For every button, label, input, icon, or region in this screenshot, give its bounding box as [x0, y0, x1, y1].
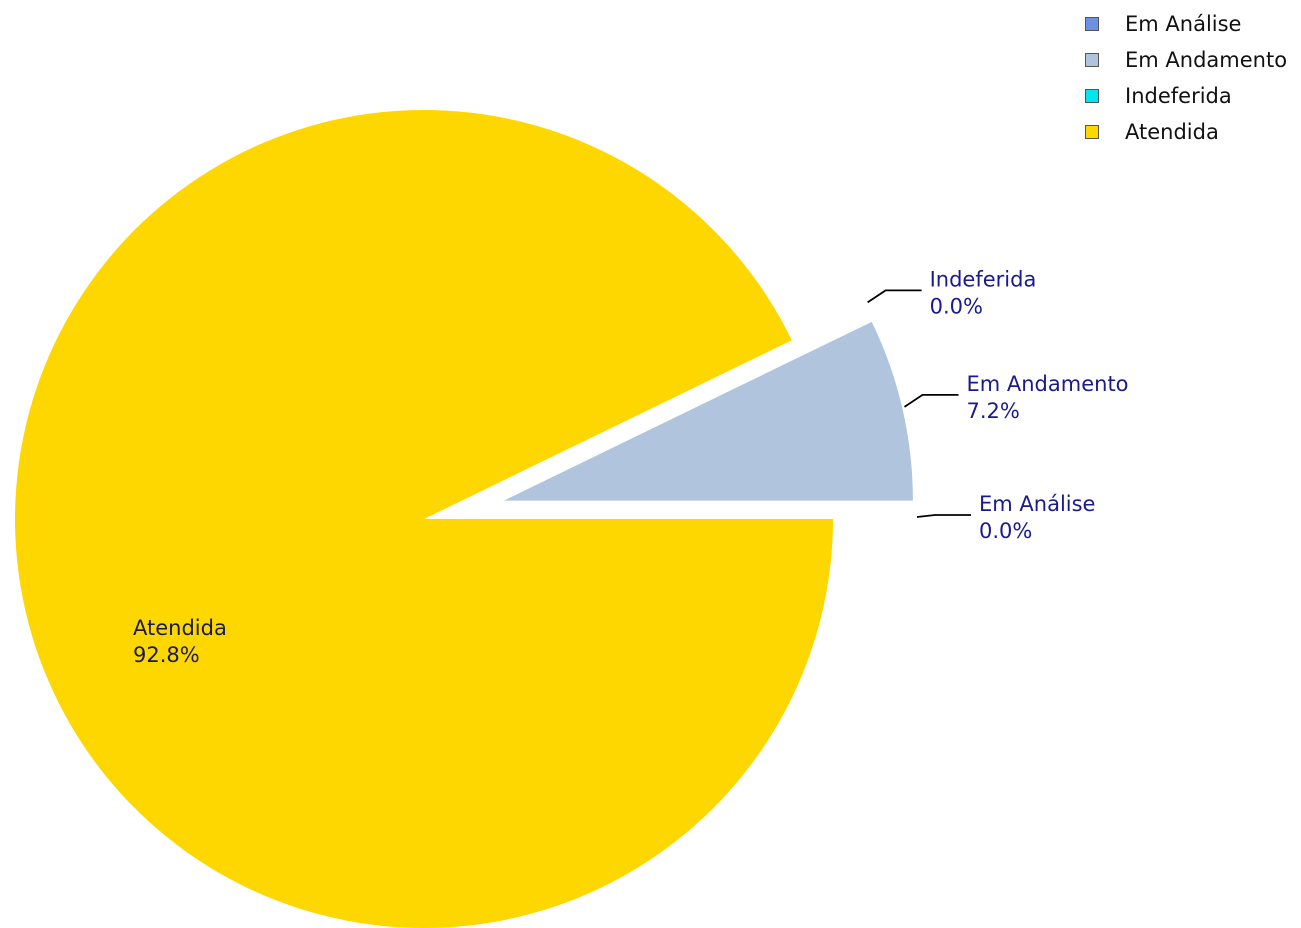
slice-label-value-indeferida: 0.0%: [930, 294, 983, 318]
legend-label-atendida: Atendida: [1125, 120, 1219, 144]
legend-swatch-indeferida: [1085, 89, 1099, 103]
slice-label-name-em-analise: Em Análise: [979, 492, 1095, 516]
legend-label-em-andamento: Em Andamento: [1125, 48, 1288, 72]
callout-line-em-analise: [916, 514, 971, 518]
legend: Em Análise Em Andamento Indeferida Atend…: [1085, 6, 1287, 150]
callout-line-em-andamento: [903, 393, 959, 408]
legend-item-indeferida: Indeferida: [1085, 78, 1287, 114]
slice-label-value-em-analise: 0.0%: [979, 519, 1032, 543]
slice-label-name-atendida: Atendida: [133, 616, 227, 640]
legend-swatch-em-andamento: [1085, 53, 1099, 67]
callout-line-indeferida: [867, 289, 922, 304]
legend-item-em-analise: Em Análise: [1085, 6, 1287, 42]
legend-label-indeferida: Indeferida: [1125, 84, 1232, 108]
legend-item-em-andamento: Em Andamento: [1085, 42, 1287, 78]
legend-label-em-analise: Em Análise: [1125, 12, 1242, 36]
slice-label-name-em-andamento: Em Andamento: [966, 372, 1128, 396]
slice-label-value-atendida: 92.8%: [133, 643, 200, 667]
legend-swatch-em-analise: [1085, 17, 1099, 31]
pie-labels: Em Análise 0.0% Em Andamento 7.2% Indeferida…: [133, 267, 1129, 667]
slice-label-value-em-andamento: 7.2%: [966, 399, 1019, 423]
legend-swatch-atendida: [1085, 125, 1099, 139]
pie-callouts: [867, 289, 971, 518]
pie-slice-em-andamento: [503, 321, 913, 501]
pie-slices: [15, 110, 913, 928]
slice-label-name-indeferida: Indeferida: [930, 267, 1037, 291]
pie-slice-atendida: [15, 110, 833, 928]
legend-item-atendida: Atendida: [1085, 114, 1287, 150]
